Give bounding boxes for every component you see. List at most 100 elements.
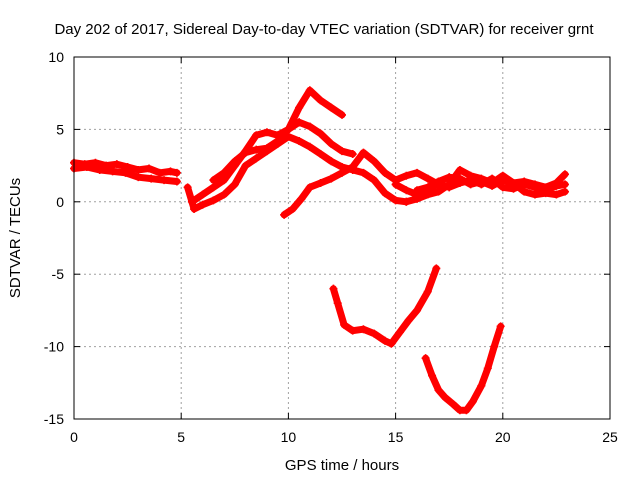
data-point — [496, 322, 505, 331]
data-point — [262, 128, 271, 137]
data-point — [428, 371, 437, 380]
data-point — [449, 400, 458, 409]
data-point — [445, 173, 454, 182]
x-tick-label: 5 — [177, 429, 185, 445]
y-tick-labels: -15 -10 -5 0 5 10 — [44, 49, 64, 427]
series-track-10 — [329, 264, 441, 348]
data-point — [530, 190, 539, 199]
data-point — [552, 178, 561, 187]
x-tick-label: 0 — [70, 429, 78, 445]
data-point — [252, 154, 261, 163]
data-point — [160, 176, 169, 185]
data-point — [387, 339, 396, 348]
data-point — [466, 171, 475, 180]
x-tick-labels: 0 5 10 15 20 25 — [70, 429, 618, 445]
data-point — [134, 165, 143, 174]
data-point — [402, 171, 411, 180]
series-line — [184, 133, 410, 213]
data-point — [560, 187, 569, 196]
data-point — [220, 168, 229, 177]
series-line — [280, 149, 442, 219]
data-point — [413, 168, 422, 177]
data-point — [327, 103, 336, 112]
data-point — [166, 167, 175, 176]
x-tick-label: 15 — [388, 429, 404, 445]
data-point — [209, 196, 218, 205]
y-axis-title: SDTVAR / TECUs — [7, 178, 24, 298]
data-point — [316, 150, 325, 159]
series-track-1 — [70, 158, 181, 177]
data-point — [305, 122, 314, 131]
data-point — [520, 187, 529, 196]
data-point — [423, 287, 432, 296]
series-track-4 — [187, 86, 346, 206]
data-point — [340, 320, 349, 329]
data-point — [295, 118, 304, 127]
data-point — [121, 168, 130, 177]
data-point — [477, 381, 486, 390]
data-point — [434, 187, 443, 196]
data-point — [370, 329, 379, 338]
data-point — [413, 306, 422, 315]
data-point — [359, 168, 368, 177]
data-point — [560, 180, 569, 189]
y-tick-label: 0 — [56, 194, 64, 210]
data-point — [252, 145, 261, 154]
data-point — [391, 180, 400, 189]
data-point — [338, 110, 346, 119]
axis-ticks — [73, 56, 611, 420]
data-point — [316, 178, 325, 187]
data-point — [455, 174, 464, 183]
y-tick-label: -5 — [52, 266, 65, 282]
data-point — [440, 393, 449, 402]
y-tick-label: -10 — [44, 339, 64, 355]
data-point — [395, 328, 404, 337]
data-point — [295, 136, 304, 145]
data-point — [370, 157, 379, 166]
data-point — [305, 142, 314, 151]
data-point — [391, 196, 400, 205]
data-point — [402, 186, 411, 195]
y-tick-label: 10 — [48, 49, 64, 65]
data-point — [462, 406, 471, 415]
data-point — [359, 325, 368, 334]
data-point — [209, 176, 218, 185]
data-point — [434, 386, 443, 395]
data-point — [530, 180, 539, 189]
data-point — [305, 183, 314, 192]
chart-title: Day 202 of 2017, Sidereal Day-to-day VTE… — [54, 21, 594, 38]
data-point — [380, 336, 389, 345]
data-point — [380, 189, 389, 198]
data-point — [183, 183, 192, 192]
data-point — [108, 167, 117, 176]
x-tick-label: 25 — [602, 429, 618, 445]
data-point — [370, 176, 379, 185]
data-point — [402, 197, 411, 206]
data-point — [552, 190, 561, 199]
data-point — [333, 299, 342, 308]
data-point — [348, 326, 357, 335]
y-tick-label: -15 — [44, 411, 64, 427]
data-point — [209, 183, 218, 192]
data-point — [147, 174, 156, 183]
data-point — [230, 180, 239, 189]
series-line — [209, 118, 357, 184]
series-track-9 — [413, 170, 569, 195]
data-point — [520, 177, 529, 186]
data-point — [421, 354, 430, 363]
data-point — [329, 284, 338, 293]
data-point — [230, 157, 239, 166]
data-point — [172, 177, 181, 186]
data-point — [288, 205, 297, 214]
data-point — [155, 168, 164, 177]
data-point — [488, 181, 497, 190]
data-point — [423, 183, 432, 192]
data-point — [498, 176, 507, 185]
data-point — [305, 86, 314, 95]
series-layer — [70, 86, 569, 415]
data-point — [112, 160, 121, 169]
data-point — [490, 342, 499, 351]
data-point — [477, 177, 486, 186]
